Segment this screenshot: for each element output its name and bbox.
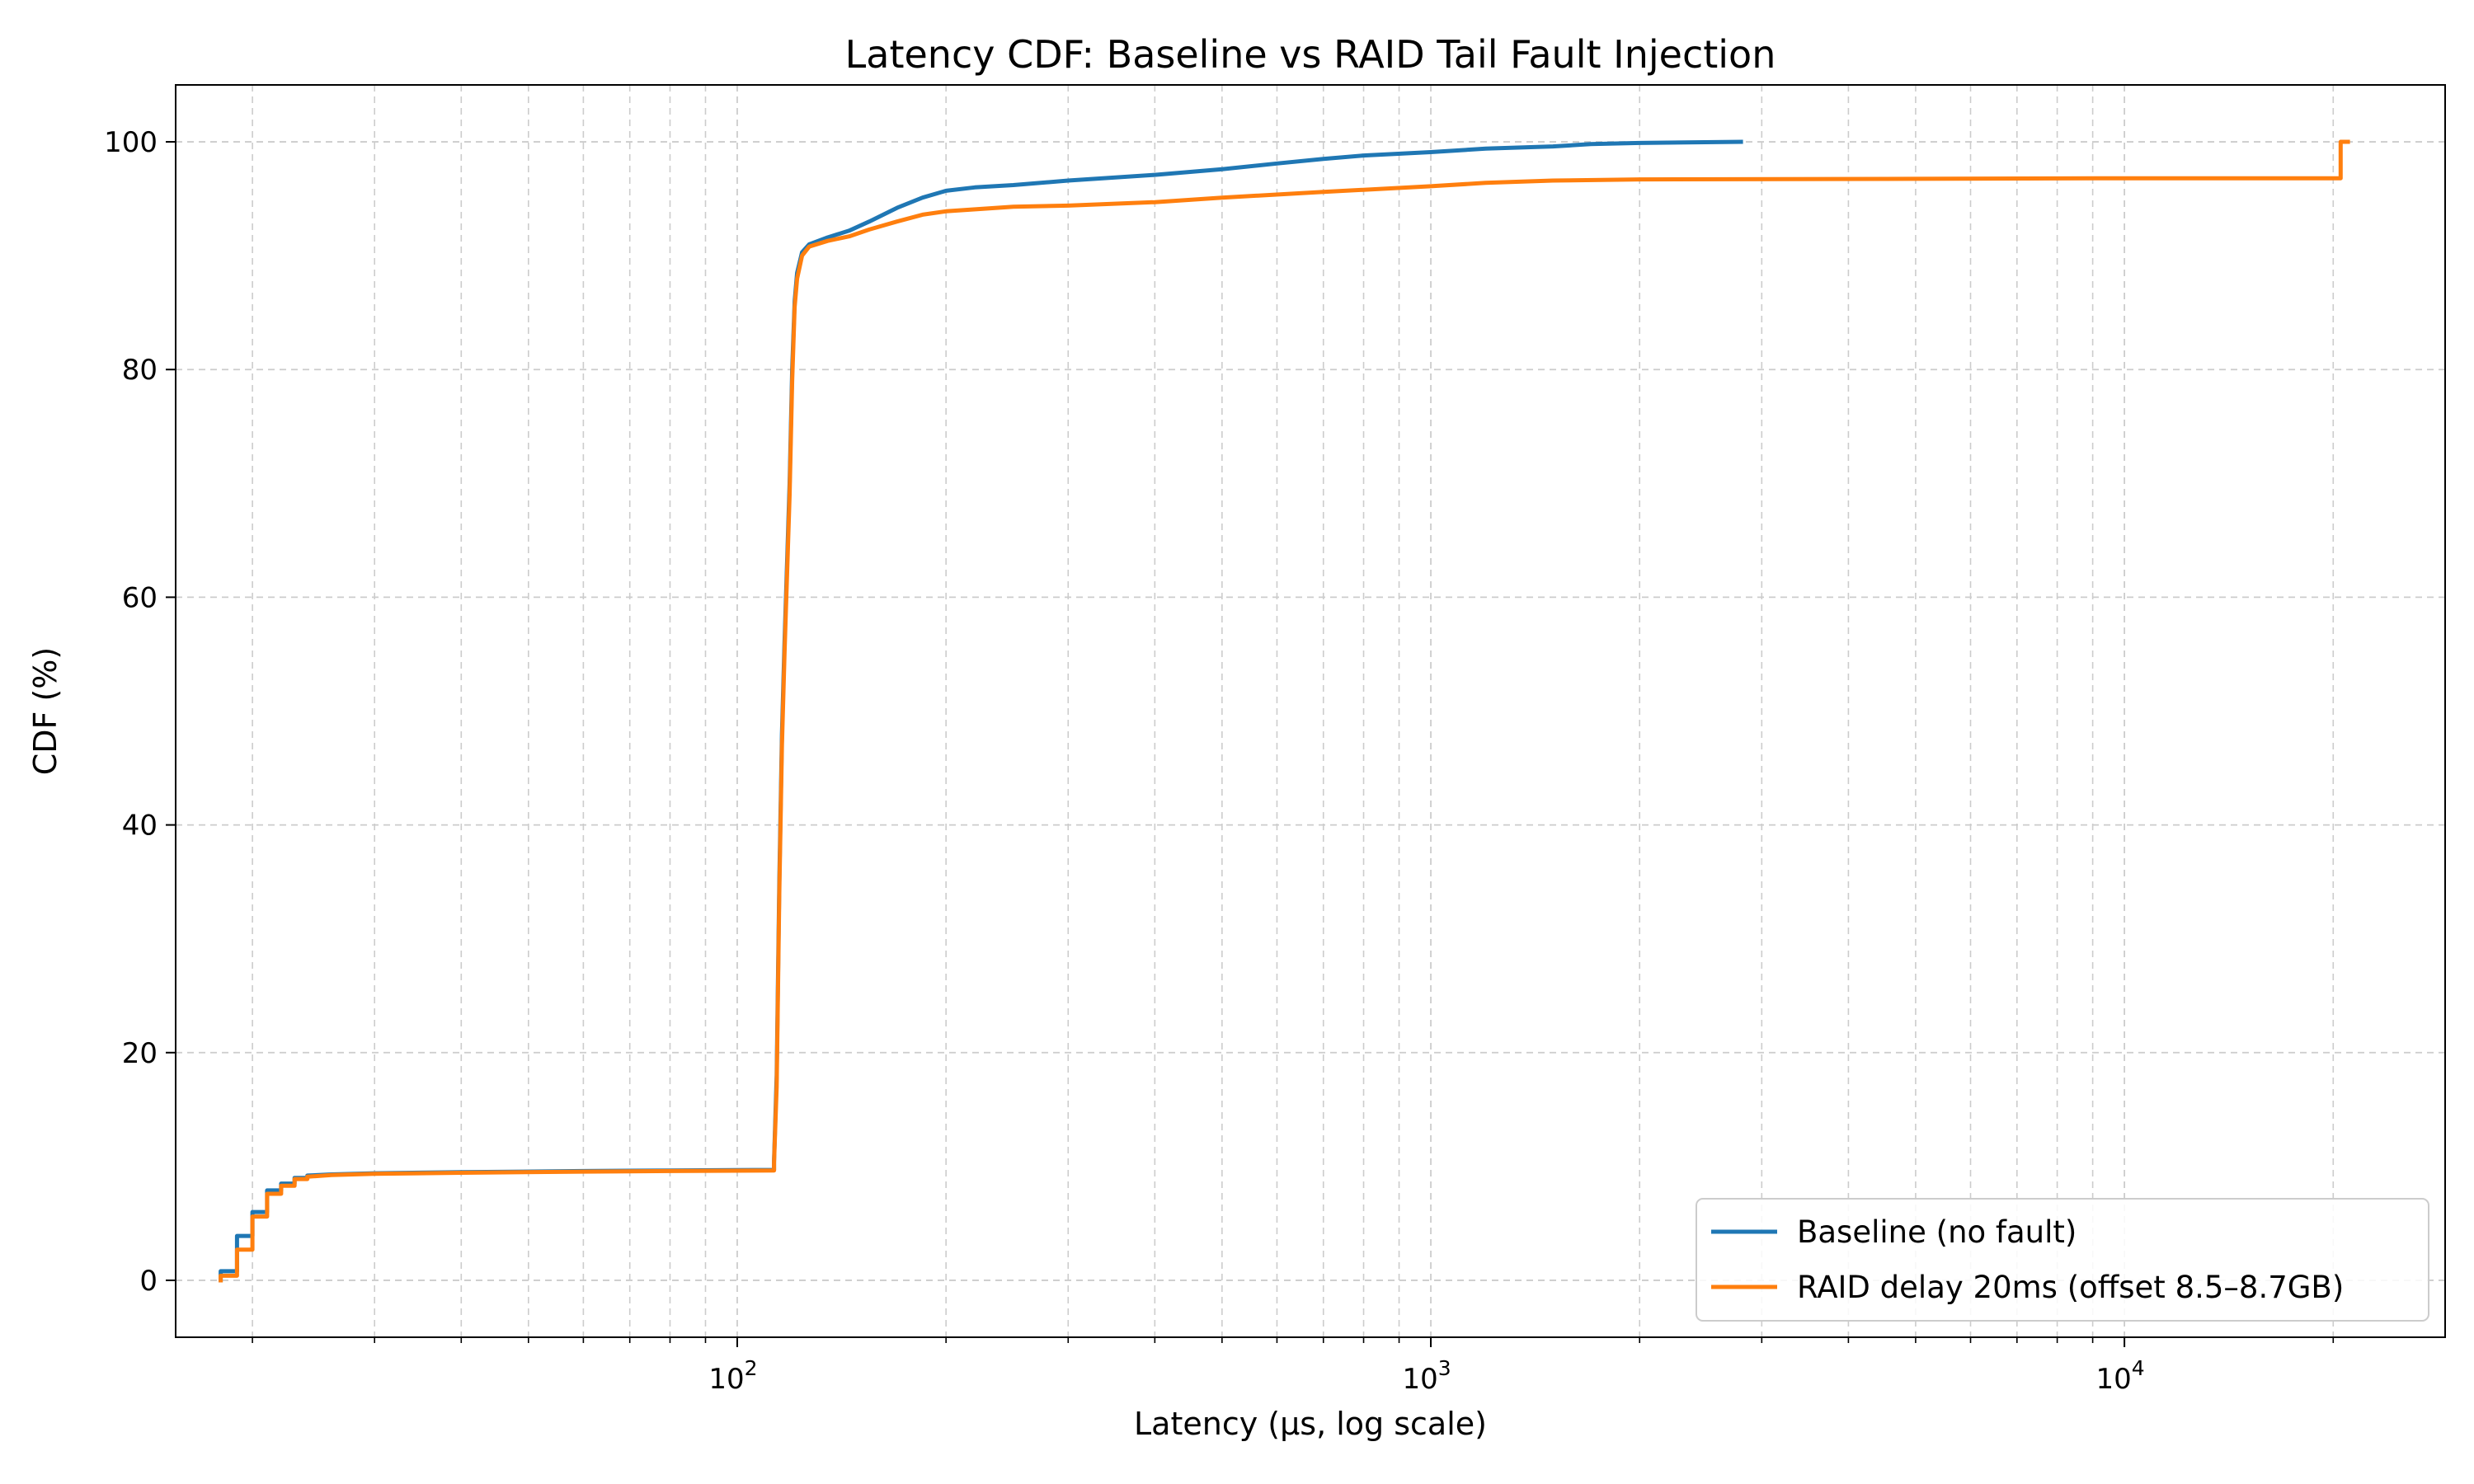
legend-entry-1: Baseline (no fault) (1797, 1214, 2077, 1250)
x-tick-exponent: 4 (2132, 1356, 2145, 1380)
plot-frame (175, 84, 2446, 1338)
grid (176, 85, 2445, 1337)
series-line-1 (219, 139, 1743, 1283)
legend-box (1696, 1198, 2429, 1322)
x-tick-label: 102 (708, 1356, 757, 1396)
legend-entry-2: RAID delay 20ms (offset 8.5–8.7GB) (1797, 1270, 2344, 1305)
x-tick-label: 104 (2096, 1356, 2145, 1396)
series-lines (219, 139, 2350, 1283)
x-tick-base: 10 (708, 1363, 744, 1396)
y-tick-label: 100 (104, 126, 158, 159)
x-tick-base: 10 (1402, 1363, 1437, 1396)
legend: Baseline (no fault) RAID delay 20ms (offs… (1696, 1198, 2429, 1322)
x-tick-label: 103 (1402, 1356, 1451, 1396)
y-tick-label: 40 (122, 810, 158, 843)
x-tick-exponent: 3 (1438, 1356, 1451, 1380)
y-tick-label: 60 (122, 581, 158, 614)
y-axis-label: CDF (%) (27, 647, 63, 776)
x-tick-base: 10 (2096, 1363, 2132, 1396)
x-tick-exponent: 2 (745, 1356, 758, 1380)
y-tick-label: 80 (122, 354, 158, 387)
x-axis-label: Latency (µs, log scale) (1134, 1406, 1487, 1442)
series-line-2 (219, 139, 2350, 1283)
y-tick-label: 0 (139, 1265, 158, 1298)
chart-title: Latency CDF: Baseline vs RAID Tail Fault… (845, 32, 1776, 77)
y-tick-label: 20 (122, 1037, 158, 1070)
